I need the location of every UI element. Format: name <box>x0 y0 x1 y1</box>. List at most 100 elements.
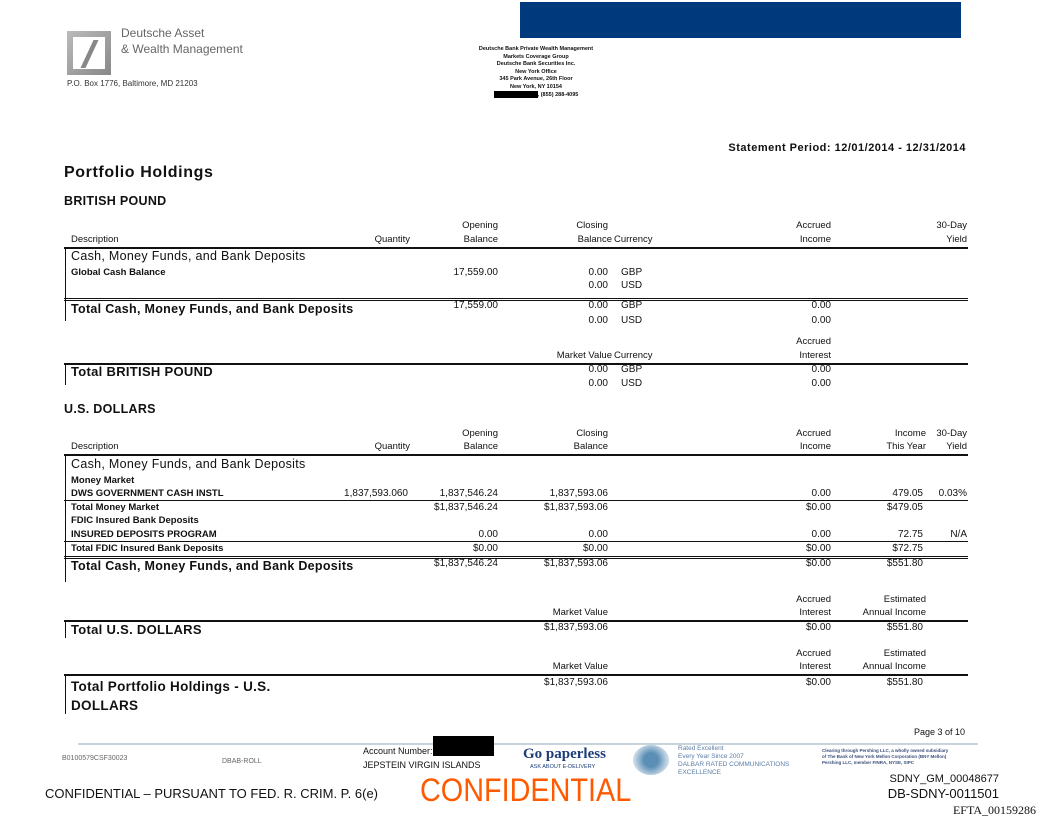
income-this-year: 72.75 <box>897 529 923 540</box>
col-header: Quantity <box>374 441 410 452</box>
income-this-year: $72.75 <box>892 543 923 554</box>
brand-name: Deutsche Asset <box>121 26 205 40</box>
closing-balance: 0.00 <box>588 529 608 540</box>
page-number: Page 3 of 10 <box>913 727 965 737</box>
accrued-income: 0.00 <box>811 300 831 311</box>
accrued-interest: 0.00 <box>811 364 831 375</box>
accrued-interest: 0.00 <box>811 378 831 389</box>
confidential-note: CONFIDENTIAL – PURSUANT TO FED. R. CRIM.… <box>45 786 379 801</box>
e-delivery-note: ASK ABOUT E-DELIVERY <box>530 764 596 770</box>
pershing-line: of The Bank of New York Mellon Corporati… <box>822 754 947 759</box>
col-header: Closing <box>576 220 608 231</box>
opening-balance: $1,837,546.24 <box>434 502 498 513</box>
closing-balance: 0.00 <box>588 300 608 311</box>
divider <box>64 620 968 622</box>
office-line: Markets Coverage Group <box>503 53 569 60</box>
currency: USD <box>621 315 643 326</box>
divider <box>64 541 968 542</box>
col-header: Quantity <box>374 234 410 245</box>
divider <box>64 298 968 299</box>
col-header: Interest <box>799 661 831 672</box>
total-label: Total Cash, Money Funds, and Bank Deposi… <box>71 302 354 316</box>
portfolio-total-label: DOLLARS <box>71 698 139 713</box>
po-box: P.O. Box 1776, Baltimore, MD 21203 <box>67 79 198 88</box>
bates-number: SDNY_GM_00048677 <box>889 773 999 785</box>
col-header: Accrued <box>796 428 831 439</box>
col-header: Market Value <box>556 350 612 361</box>
deutsche-logo <box>67 31 111 75</box>
col-header: Currency <box>614 234 653 245</box>
row-description: DWS GOVERNMENT CASH INSTL <box>71 488 224 499</box>
col-header: 30-Day <box>936 220 967 231</box>
col-header: Accrued <box>796 594 831 605</box>
dalbar-line: Every Year Since 2007 <box>678 753 744 760</box>
divider <box>64 454 968 456</box>
market-value: 0.00 <box>588 364 608 375</box>
pershing-line: Clearing through Pershing LLC, a wholly … <box>822 748 949 753</box>
opening-balance: $0.00 <box>472 543 498 554</box>
col-header: Market Value <box>552 607 608 618</box>
footer-divider <box>78 743 978 745</box>
statement-period: Statement Period: 12/01/2014 - 12/31/201… <box>728 142 966 154</box>
redaction <box>433 736 494 756</box>
col-header: Income <box>799 441 831 452</box>
col-header: Balance <box>463 234 498 245</box>
accrued-interest: $0.00 <box>805 622 831 633</box>
currency: USD <box>621 378 643 389</box>
opening-balance: 0.00 <box>478 529 498 540</box>
currency: GBP <box>621 364 643 375</box>
col-header: Balance <box>573 441 608 452</box>
office-address: Deutsche Bank Private Wealth Management … <box>436 46 636 99</box>
subcategory-label: FDIC Insured Bank Deposits <box>71 515 199 526</box>
divider <box>65 456 66 582</box>
col-header: This Year <box>886 441 926 452</box>
col-header: Opening <box>462 428 498 439</box>
col-header: Accrued <box>796 336 831 347</box>
phone: , (855) 288-4095 <box>537 91 579 98</box>
divider <box>64 363 968 365</box>
confidential-stamp: CONFIDENTIAL <box>420 772 632 808</box>
col-header: Market Value <box>552 661 608 672</box>
subtotal-label: Total FDIC Insured Bank Deposits <box>71 543 224 554</box>
accrued-income: $0.00 <box>805 558 831 569</box>
accrued-income: 0.00 <box>811 315 831 326</box>
office-line: Deutsche Bank Securities Inc. <box>496 61 576 67</box>
accrued-income: 0.00 <box>811 488 831 499</box>
brand-name-2: & Wealth Management <box>121 42 243 56</box>
dalbar-line: Rated Excellent <box>678 745 724 752</box>
income-this-year: $479.05 <box>886 502 923 513</box>
col-header: Accrued <box>796 648 831 659</box>
col-header: 30-Day <box>936 428 967 439</box>
redaction <box>493 91 538 98</box>
col-header: Yield <box>946 234 967 245</box>
col-header: Description <box>71 234 119 245</box>
subtotal-label: Total Money Market <box>71 502 159 513</box>
col-header: Accrued <box>796 220 831 231</box>
col-header: Annual Income <box>862 661 926 672</box>
currency: USD <box>621 280 643 291</box>
market-value: $1,837,593.06 <box>544 622 608 633</box>
accrued-income: $0.00 <box>805 502 831 513</box>
market-value: 0.00 <box>588 378 608 389</box>
portfolio-total-label: Total Portfolio Holdings - U.S. <box>71 679 271 694</box>
income-this-year: $551.80 <box>886 558 923 569</box>
col-header: Yield <box>946 441 967 452</box>
col-header: Opening <box>462 220 498 231</box>
divider <box>64 500 968 501</box>
bates-number: EFTA_00159286 <box>952 803 1036 817</box>
dalbar-logo-icon <box>633 745 669 775</box>
divider <box>64 674 968 676</box>
col-header: Interest <box>799 350 831 361</box>
opening-balance: $1,837,546.24 <box>434 558 498 569</box>
closing-balance: $1,837,593.06 <box>544 502 608 513</box>
document-code: B0100579CSF30023 <box>62 755 128 762</box>
col-header: Closing <box>576 428 608 439</box>
col-header: Currency <box>614 350 653 361</box>
office-line: New York, NY 10154 <box>510 83 562 90</box>
grand-total-label: Total BRITISH POUND <box>71 364 213 379</box>
office-line: 345 Park Avenue, 26th Floor <box>499 76 573 82</box>
market-value: $1,837,593.06 <box>544 677 608 688</box>
category-label: Cash, Money Funds, and Bank Deposits <box>71 457 306 471</box>
col-header: Description <box>71 441 119 452</box>
pershing-line: Pershing LLC, member FINRA, NYSE, SIPC <box>822 760 915 765</box>
